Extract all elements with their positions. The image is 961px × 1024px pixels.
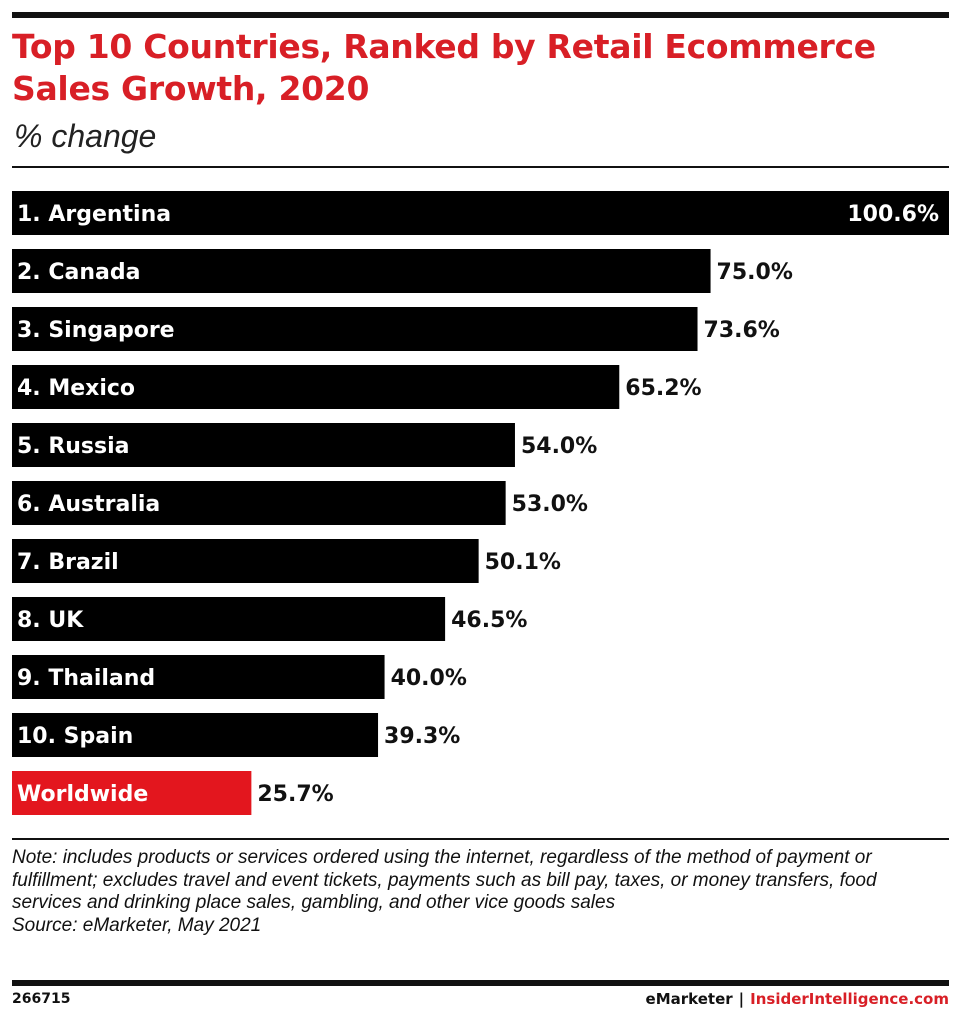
bar-singapore	[12, 307, 698, 351]
category-label-worldwide: Worldwide	[17, 782, 148, 807]
category-label-canada: 2. Canada	[17, 260, 140, 285]
value-label-worldwide: 25.7%	[257, 782, 333, 807]
top-rule	[12, 12, 949, 18]
chart-note: Note: includes products or services orde…	[12, 847, 949, 937]
bar-spain	[12, 713, 379, 757]
value-label-singapore: 73.6%	[704, 318, 780, 343]
value-label-spain: 39.3%	[384, 724, 460, 749]
bar-canada	[12, 249, 711, 293]
note-rule	[12, 838, 949, 840]
value-label-mexico: 65.2%	[625, 376, 701, 401]
bar-australia	[12, 481, 506, 525]
chart-id: 266715	[12, 991, 71, 1007]
value-label-thailand: 40.0%	[391, 666, 467, 691]
bar-argentina	[12, 191, 949, 235]
bottom-rule	[12, 980, 949, 986]
value-label-canada: 75.0%	[717, 260, 793, 285]
note-text: Note: includes products or services orde…	[12, 847, 877, 913]
bar-uk	[12, 597, 446, 641]
value-label-brazil: 50.1%	[485, 550, 561, 575]
category-label-russia: 5. Russia	[17, 434, 130, 459]
bar-russia	[12, 423, 515, 467]
value-label-argentina: 100.6%	[847, 202, 939, 227]
value-label-australia: 53.0%	[512, 492, 588, 517]
site-link[interactable]: InsiderIntelligence.com	[750, 990, 949, 1008]
brand-separator: |	[738, 990, 745, 1008]
category-label-brazil: 7. Brazil	[17, 550, 119, 575]
bar-chart: 1. Argentina 100.6% 2. Canada 75.0% 3. Singa…	[12, 191, 949, 815]
bar-mexico	[12, 365, 620, 409]
chart-title: Top 10 Countries, Ranked by Retail Ecomm…	[12, 27, 876, 108]
value-label-russia: 54.0%	[521, 434, 597, 459]
category-label-spain: 10. Spain	[17, 724, 133, 749]
category-label-argentina: 1. Argentina	[17, 202, 171, 227]
chart-subtitle: % change	[14, 118, 157, 154]
category-label-australia: 6. Australia	[17, 492, 160, 517]
brand-credit: eMarketer | InsiderIntelligence.com	[646, 990, 949, 1008]
bar-thailand	[12, 655, 385, 699]
category-label-mexico: 4. Mexico	[17, 376, 135, 401]
value-label-uk: 46.5%	[451, 608, 527, 633]
source-text: Source: eMarketer, May 2021	[12, 914, 262, 936]
bar-brazil	[12, 539, 479, 583]
header-rule	[12, 166, 949, 168]
category-label-thailand: 9. Thailand	[17, 666, 155, 691]
category-label-uk: 8. UK	[17, 608, 84, 633]
brand-name: eMarketer	[645, 990, 733, 1008]
category-label-singapore: 3. Singapore	[17, 318, 175, 343]
bar-worldwide	[12, 771, 252, 815]
